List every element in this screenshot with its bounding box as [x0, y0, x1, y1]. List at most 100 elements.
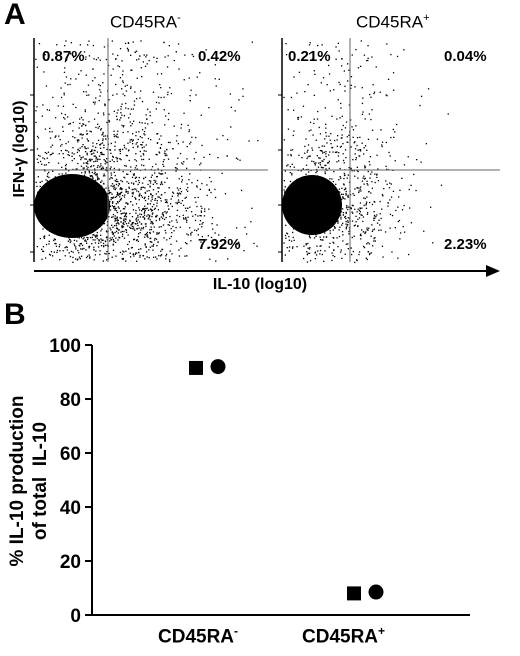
cell-dot — [191, 136, 193, 138]
cell-dot — [97, 57, 99, 59]
cell-dot — [100, 202, 102, 205]
cell-dot — [171, 205, 173, 208]
cell-dot — [162, 214, 164, 216]
cell-dot — [133, 228, 135, 230]
cell-dot — [79, 44, 81, 46]
cell-dot — [143, 217, 146, 219]
cell-dot — [99, 196, 101, 198]
cell-dot — [167, 205, 169, 207]
cell-dot — [81, 134, 83, 136]
cell-dot — [164, 211, 166, 213]
cell-dot — [151, 198, 153, 200]
cell-dot — [137, 146, 139, 148]
cell-dot — [139, 121, 141, 124]
cell-dot — [322, 160, 324, 162]
cell-dot — [72, 136, 74, 138]
cell-dot — [381, 208, 383, 210]
cell-dot — [73, 56, 75, 58]
cell-dot — [341, 129, 343, 131]
cell-dot — [386, 183, 388, 185]
cell-dot — [121, 191, 123, 193]
cell-dot — [65, 179, 67, 182]
cell-dot — [100, 143, 102, 145]
cell-dot — [312, 210, 314, 212]
cell-dot — [324, 164, 326, 167]
cell-dot — [295, 191, 297, 193]
cell-dot — [193, 158, 195, 160]
cell-dot — [347, 141, 349, 143]
cell-dot — [215, 260, 217, 262]
cell-dot — [168, 187, 170, 189]
cell-dot — [86, 212, 88, 214]
cell-dot — [373, 91, 376, 93]
cell-dot — [191, 231, 193, 233]
cell-dot — [343, 162, 345, 164]
cell-dot — [322, 223, 325, 225]
cell-dot — [297, 210, 299, 212]
cell-dot — [73, 226, 75, 228]
cell-dot — [401, 209, 404, 211]
cell-dot — [123, 196, 126, 198]
cell-dot — [348, 227, 351, 229]
cell-dot — [87, 163, 89, 165]
cell-dot — [329, 207, 331, 210]
cell-dot — [183, 79, 185, 81]
cell-dot — [419, 104, 421, 107]
cell-dot — [141, 208, 144, 210]
cell-dot — [134, 196, 136, 199]
cell-dot — [127, 191, 129, 193]
cell-dot — [79, 147, 81, 149]
cell-dot — [103, 223, 105, 225]
cell-dot — [313, 161, 315, 163]
cell-dot — [340, 251, 342, 253]
cell-dot — [84, 240, 86, 242]
cell-dot — [87, 160, 89, 162]
cell-dot — [116, 216, 118, 218]
cell-dot — [72, 130, 74, 132]
cell-dot — [142, 61, 144, 63]
cell-dot — [133, 120, 135, 122]
cell-dot — [326, 181, 328, 183]
cell-dot — [93, 173, 95, 175]
cell-dot — [250, 221, 252, 223]
cell-dot — [180, 127, 182, 129]
cell-dot — [343, 189, 346, 191]
cell-dot — [360, 65, 362, 67]
cell-dot — [132, 146, 134, 149]
cell-dot — [132, 133, 134, 135]
cell-dot — [125, 216, 128, 218]
cell-dot — [117, 202, 119, 204]
cell-dot — [361, 207, 363, 209]
cell-dot — [331, 178, 333, 180]
cell-dot — [60, 145, 62, 147]
cell-dot — [370, 118, 372, 121]
cell-dot — [307, 144, 310, 146]
cell-dot — [332, 180, 334, 183]
cell-dot — [66, 200, 69, 202]
cell-dot — [285, 43, 287, 45]
cell-dot — [125, 102, 127, 105]
cell-dot — [348, 104, 351, 106]
cell-dot — [41, 180, 43, 183]
cell-dot — [125, 212, 127, 214]
cell-dot — [103, 135, 105, 137]
cell-dot — [127, 131, 129, 133]
cell-dot — [256, 245, 258, 247]
cell-dot — [158, 138, 161, 140]
cell-dot — [368, 190, 370, 193]
cell-dot — [130, 125, 132, 127]
cell-dot — [367, 138, 370, 140]
cell-dot — [152, 249, 154, 251]
cell-dot — [123, 251, 125, 253]
cell-dot — [70, 42, 72, 44]
cell-dot — [97, 139, 100, 141]
cell-dot — [372, 129, 374, 131]
cell-dot — [348, 233, 350, 235]
cell-dot — [85, 206, 87, 208]
cell-dot — [125, 191, 127, 193]
cell-dot — [85, 58, 87, 60]
cell-dot — [145, 246, 147, 248]
cell-dot — [168, 112, 170, 115]
cell-dot — [189, 173, 191, 175]
cell-dot — [78, 215, 80, 217]
